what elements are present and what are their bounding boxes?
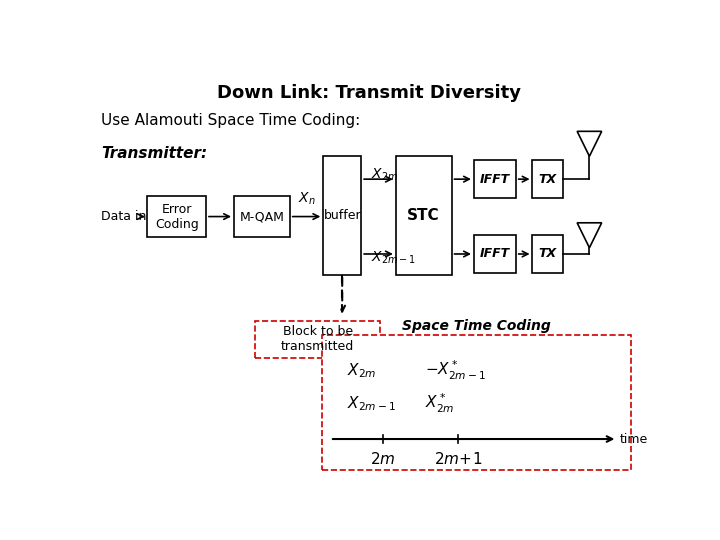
Text: $X_{2m}$: $X_{2m}$ [347,361,376,380]
Bar [234,196,289,238]
Text: Data in: Data in [101,210,147,223]
Text: IFFT: IFFT [480,173,510,186]
Bar [255,321,380,358]
Text: M-QAM: M-QAM [240,210,284,223]
Bar [474,235,516,273]
Bar [322,335,631,470]
Text: Block to be
transmitted: Block to be transmitted [281,325,354,353]
Text: $-X^*_{2m-1}$: $-X^*_{2m-1}$ [425,359,486,382]
Text: Transmitter:: Transmitter: [101,146,207,161]
Text: Use Alamouti Space Time Coding:: Use Alamouti Space Time Coding: [101,113,361,127]
Text: buffer: buffer [323,209,361,222]
Text: STC: STC [408,208,440,223]
Text: TX: TX [539,247,557,260]
Text: $X_n$: $X_n$ [297,191,315,207]
Bar [474,160,516,198]
Text: $X_{2m-1}$: $X_{2m-1}$ [371,250,415,266]
Bar [323,156,361,275]
Text: TX: TX [539,173,557,186]
Text: Down Link: Transmit Diversity: Down Link: Transmit Diversity [217,84,521,102]
Text: time: time [620,433,648,446]
Bar [533,235,563,273]
Text: IFFT: IFFT [480,247,510,260]
Text: Space Time Coding: Space Time Coding [402,319,552,333]
Text: Error
Coding: Error Coding [155,202,199,231]
Text: $2m\!+\!1$: $2m\!+\!1$ [434,451,482,467]
Text: $X_{2m-1}$: $X_{2m-1}$ [347,394,395,413]
Text: $X^*_{2m}$: $X^*_{2m}$ [425,392,454,415]
Text: $X_{2m}$: $X_{2m}$ [371,167,397,183]
Bar [533,160,563,198]
Text: $2m$: $2m$ [370,451,395,467]
Bar [148,196,206,238]
Bar [396,156,451,275]
